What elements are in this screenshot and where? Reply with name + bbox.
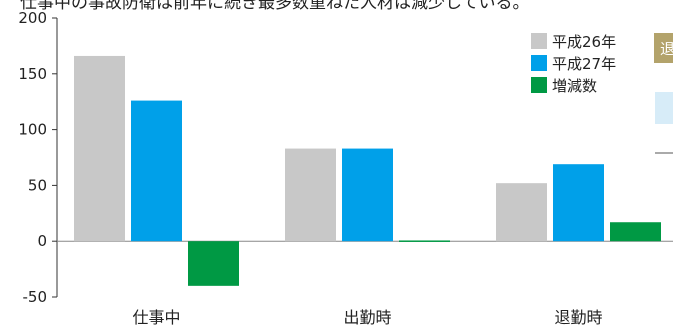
x-tick-label: 出勤時 bbox=[343, 308, 391, 326]
side-panel: 退 bbox=[654, 33, 673, 154]
clipped-header-text: 仕事中の事故防衛は前年に続き最多数重ねた人材は減少している。 bbox=[20, 0, 530, 13]
bar-series1-cat1 bbox=[342, 148, 393, 242]
bar-series2-cat2 bbox=[610, 222, 661, 242]
x-tick-label: 仕事中 bbox=[132, 308, 180, 326]
legend: 平成26年 平成27年 増減数 bbox=[531, 33, 616, 95]
side-panel-box bbox=[655, 92, 673, 124]
x-axis-labels: 仕事中 出勤時 退勤時 bbox=[132, 308, 602, 326]
x-tick-label: 退勤時 bbox=[554, 308, 602, 326]
y-tick-label: 100 bbox=[18, 121, 47, 139]
legend-swatch-0 bbox=[531, 33, 547, 49]
bar-series1-cat2 bbox=[553, 164, 604, 242]
bar-series0-cat2 bbox=[496, 183, 547, 242]
bar-series2-cat0 bbox=[188, 241, 239, 286]
bar-series0-cat0 bbox=[74, 55, 125, 242]
bar-series2-cat1 bbox=[399, 240, 450, 242]
y-tick-label: -50 bbox=[23, 288, 48, 306]
y-tick-label: 200 bbox=[18, 9, 47, 27]
legend-swatch-2 bbox=[531, 77, 547, 93]
y-tick-label: 0 bbox=[37, 232, 47, 250]
legend-label-1: 平成27年 bbox=[552, 55, 616, 73]
legend-swatch-1 bbox=[531, 55, 547, 71]
legend-label-0: 平成26年 bbox=[552, 33, 616, 51]
side-panel-tab-text: 退 bbox=[660, 40, 673, 58]
bar-series0-cat1 bbox=[285, 148, 336, 242]
bar-series1-cat0 bbox=[131, 100, 182, 242]
y-tick-label: 150 bbox=[18, 65, 47, 83]
bars bbox=[74, 55, 661, 286]
y-tick-label: 50 bbox=[28, 176, 47, 194]
legend-label-2: 増減数 bbox=[552, 77, 597, 95]
side-panel-tab bbox=[654, 33, 673, 63]
